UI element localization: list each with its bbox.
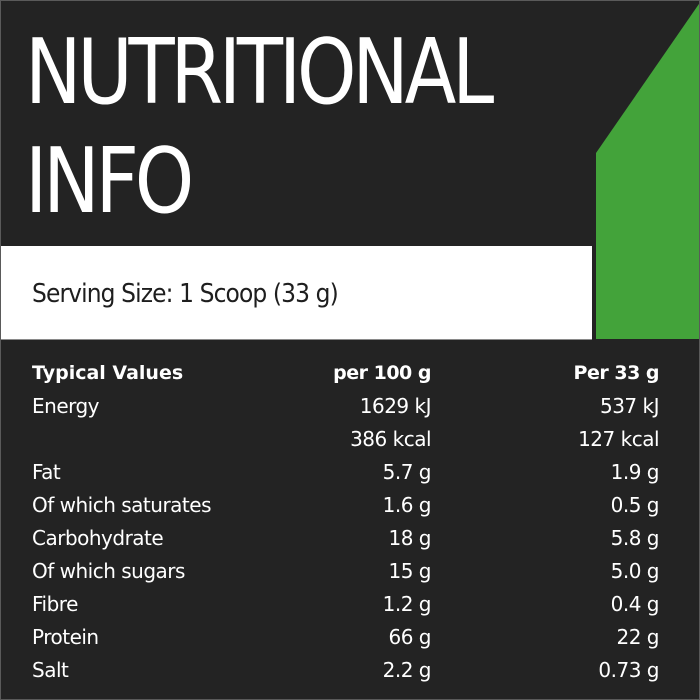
nutrition-table: Typical Values per 100 g Per 33 g Energy… [1, 357, 699, 687]
serving-size-band [1, 246, 592, 340]
row-value-per-33g: 5.8 g [610, 526, 660, 550]
row-label: Salt [32, 658, 69, 682]
table-row-protein: Protein 66 g 22 g [1, 621, 699, 654]
table-header-row: Typical Values per 100 g Per 33 g [1, 357, 699, 390]
serving-size-text: Serving Size: 1 Scoop (33 g) [32, 279, 339, 309]
row-value-per-33g: 127 kcal [578, 427, 659, 451]
row-label: Fibre [32, 592, 78, 616]
table-row-energy-kj: Energy 1629 kJ 537 kJ [1, 390, 699, 423]
row-value-per-33g: 0.4 g [610, 592, 660, 616]
row-label: Protein [32, 625, 99, 649]
row-label: Fat [32, 460, 61, 484]
row-label: Of which saturates [32, 493, 212, 517]
table-row-salt: Salt 2.2 g 0.73 g [1, 654, 699, 687]
row-value-per-33g: 0.5 g [610, 493, 660, 517]
header-per-33g: Per 33 g [573, 362, 660, 384]
row-value-per-100g: 1.2 g [382, 592, 432, 616]
row-label: Energy [32, 394, 100, 418]
row-value-per-100g: 1629 kJ [359, 394, 432, 418]
table-row-sugars: Of which sugars 15 g 5.0 g [1, 555, 699, 588]
table-row-energy-kcal: 386 kcal 127 kcal [1, 423, 699, 456]
row-value-per-100g: 18 g [388, 526, 431, 550]
header-per-100g: per 100 g [333, 362, 431, 384]
table-row-fat: Fat 5.7 g 1.9 g [1, 456, 699, 489]
row-value-per-33g: 1.9 g [610, 460, 660, 484]
row-value-per-100g: 1.6 g [382, 493, 432, 517]
row-label: Carbohydrate [32, 526, 164, 550]
header-typical-values: Typical Values [32, 362, 184, 384]
table-row-carbohydrate: Carbohydrate 18 g 5.8 g [1, 522, 699, 555]
row-value-per-33g: 5.0 g [610, 559, 660, 583]
page-title-line-2: INFO [25, 129, 194, 234]
row-value-per-100g: 2.2 g [382, 658, 432, 682]
row-value-per-33g: 537 kJ [599, 394, 660, 418]
row-value-per-100g: 15 g [388, 559, 431, 583]
row-value-per-100g: 66 g [388, 625, 431, 649]
row-value-per-33g: 22 g [616, 625, 659, 649]
row-value-per-33g: 0.73 g [598, 658, 659, 682]
table-row-saturates: Of which saturates 1.6 g 0.5 g [1, 489, 699, 522]
row-value-per-100g: 386 kcal [350, 427, 431, 451]
row-value-per-100g: 5.7 g [382, 460, 432, 484]
row-label: Of which sugars [32, 559, 185, 583]
page-title-line-1: NUTRITIONAL [25, 20, 494, 125]
table-row-fibre: Fibre 1.2 g 0.4 g [1, 588, 699, 621]
